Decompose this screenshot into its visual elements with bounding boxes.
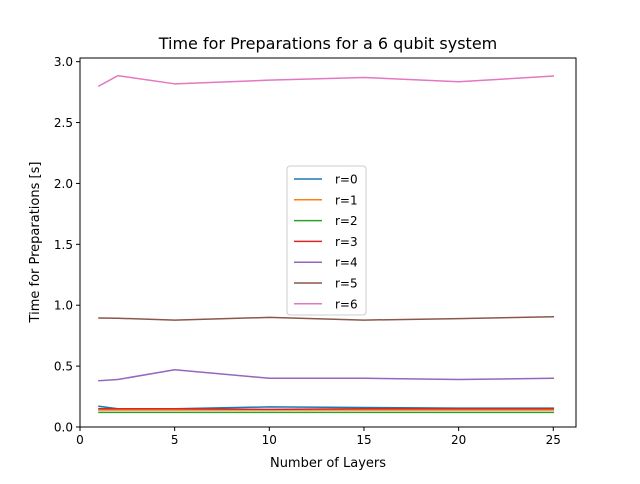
legend-label-0: r=0: [335, 173, 358, 187]
x-tick-label: 5: [171, 433, 179, 447]
x-tick-label: 10: [262, 433, 277, 447]
y-tick-label: 0.0: [54, 421, 73, 435]
legend-label-6: r=6: [335, 297, 358, 311]
legend-label-5: r=5: [335, 277, 358, 291]
series-line-6: [97, 74, 555, 88]
series-line-3: [98, 407, 555, 411]
x-tick-label: 25: [546, 433, 561, 447]
x-tick-label: 15: [356, 433, 371, 447]
x-tick-label: 0: [76, 433, 84, 447]
x-tick-label: 20: [451, 433, 466, 447]
legend-label-1: r=1: [335, 193, 358, 207]
series-layer: [97, 74, 555, 414]
axes-frame: [79, 57, 577, 428]
y-tick-label: 2.5: [54, 116, 73, 130]
legend-items: r=0 r=1 r=2 r=3 r=4 r=5 r=6: [294, 173, 358, 311]
y-axis-ticks: 0.0 0.5 1.0 1.5 2.0 2.5 3.0: [54, 55, 80, 435]
legend-label-2: r=2: [335, 214, 358, 228]
legend-box: [286, 165, 367, 316]
y-tick-label: 0.5: [54, 360, 73, 374]
x-axis-ticks: 0 5 10 15 20 25: [76, 427, 561, 447]
y-tick-label: 1.0: [54, 299, 73, 313]
chart-title: Time for Preparations for a 6 qubit syst…: [158, 34, 498, 53]
y-tick-label: 1.5: [54, 238, 73, 252]
series-line-4: [98, 369, 555, 382]
plot-area: [79, 57, 577, 428]
legend-label-4: r=4: [335, 256, 358, 270]
y-axis-label: Time for Preparations [s]: [28, 162, 43, 324]
legend: r=0 r=1 r=2 r=3 r=4 r=5 r=6: [286, 165, 367, 316]
series-line-5: [98, 316, 555, 321]
legend-label-3: r=3: [335, 235, 358, 249]
x-axis-label: Number of Layers: [270, 456, 386, 471]
y-tick-label: 3.0: [54, 55, 73, 69]
y-tick-label: 2.0: [54, 177, 73, 191]
